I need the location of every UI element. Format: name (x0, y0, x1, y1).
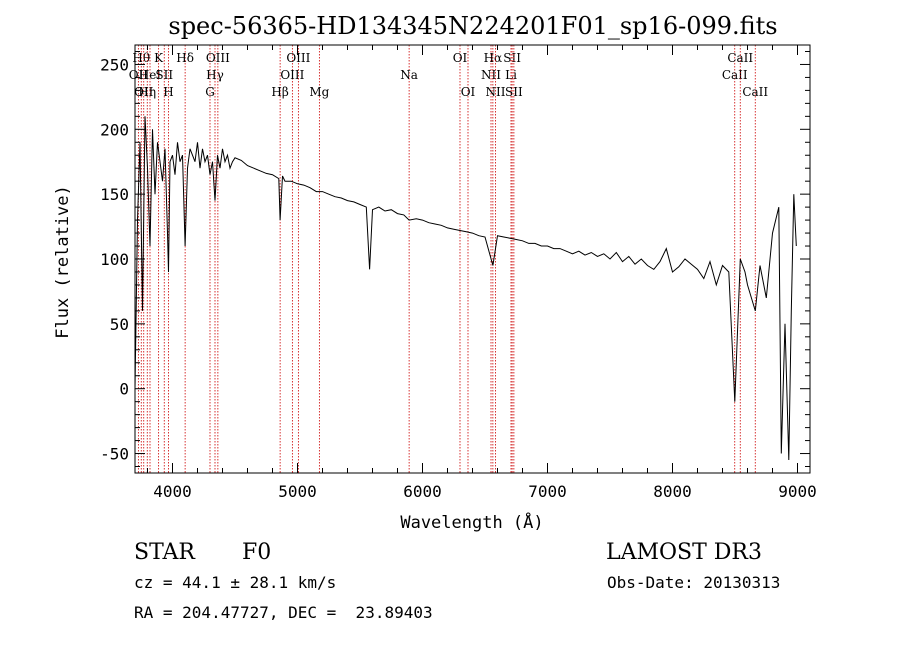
marker-label-26: CaII (727, 51, 753, 65)
y-tick-label-50: 50 (110, 315, 129, 334)
line-markers: OIIHθOIIHηHeIKSIIHHδGHγOIIIHβOIIIOIIIMgN… (129, 45, 768, 473)
velocity-text: cz = 44.1 ± 28.1 km/s (134, 573, 337, 592)
marker-label-2: OII (134, 85, 154, 99)
x-tick-label-5000: 5000 (278, 482, 317, 501)
marker-label-24: SII (505, 85, 523, 99)
marker-label-21: NII (486, 85, 506, 99)
axes: 4000 5000 6000 7000 8000 9000 -50 0 50 100 150 200 2… (100, 45, 817, 501)
x-tick-label-4000: 4000 (153, 482, 192, 501)
coordinates: RA = 204.47727, DEC = 23.89403 (134, 603, 433, 622)
marker-label-4: HeI (139, 68, 162, 82)
marker-label-5: K (154, 51, 164, 65)
marker-label-1: Hθ (132, 51, 150, 65)
marker-label-22: Li (505, 68, 517, 82)
subclass: F0 (242, 540, 272, 565)
y-tick-label--50: -50 (100, 445, 129, 464)
marker-label-10: Hγ (206, 68, 224, 82)
spectrum-line (134, 116, 797, 461)
marker-label-14: OIII (286, 51, 310, 65)
y-tick-label-250: 250 (100, 55, 129, 74)
y-tick-label-150: 150 (100, 185, 129, 204)
marker-label-11: OIII (206, 51, 230, 65)
marker-label-3: Hη (138, 85, 156, 99)
plot-frame (134, 44, 811, 474)
marker-label-9: G (205, 85, 215, 99)
x-axis-label: Wavelength (Å) (400, 511, 543, 533)
marker-label-8: Hδ (176, 51, 194, 65)
marker-label-27: CaII (742, 85, 768, 99)
x-tick-label-6000: 6000 (403, 482, 442, 501)
marker-label-17: OI (453, 51, 468, 65)
marker-label-18: OI (461, 85, 476, 99)
y-tick-label-200: 200 (100, 120, 129, 139)
marker-label-25: CaII (722, 68, 748, 82)
survey-name: LAMOST DR3 (606, 540, 762, 565)
object-class: STAR (134, 540, 195, 565)
y-axis-label: Flux (relative) (53, 185, 73, 339)
marker-label-12: Hβ (271, 85, 288, 99)
x-tick-label-7000: 7000 (528, 482, 567, 501)
marker-label-15: Mg (309, 85, 329, 99)
marker-label-6: SII (155, 68, 173, 82)
x-tick-label-9000: 9000 (778, 482, 817, 501)
marker-label-19: NII (481, 68, 501, 82)
obs-date: Obs-Date: 20130313 (607, 573, 781, 592)
marker-label-7: H (163, 85, 173, 99)
chart-title: spec-56365-HD134345N224201F01_sp16-099.f… (168, 12, 777, 40)
x-tick-label-8000: 8000 (653, 482, 692, 501)
marker-label-16: Na (400, 68, 418, 82)
marker-label-20: Hα (484, 51, 503, 65)
marker-label-23: SII (503, 51, 521, 65)
y-tick-label-0: 0 (119, 380, 129, 399)
y-tick-label-100: 100 (100, 250, 129, 269)
marker-label-13: OIII (280, 68, 304, 82)
